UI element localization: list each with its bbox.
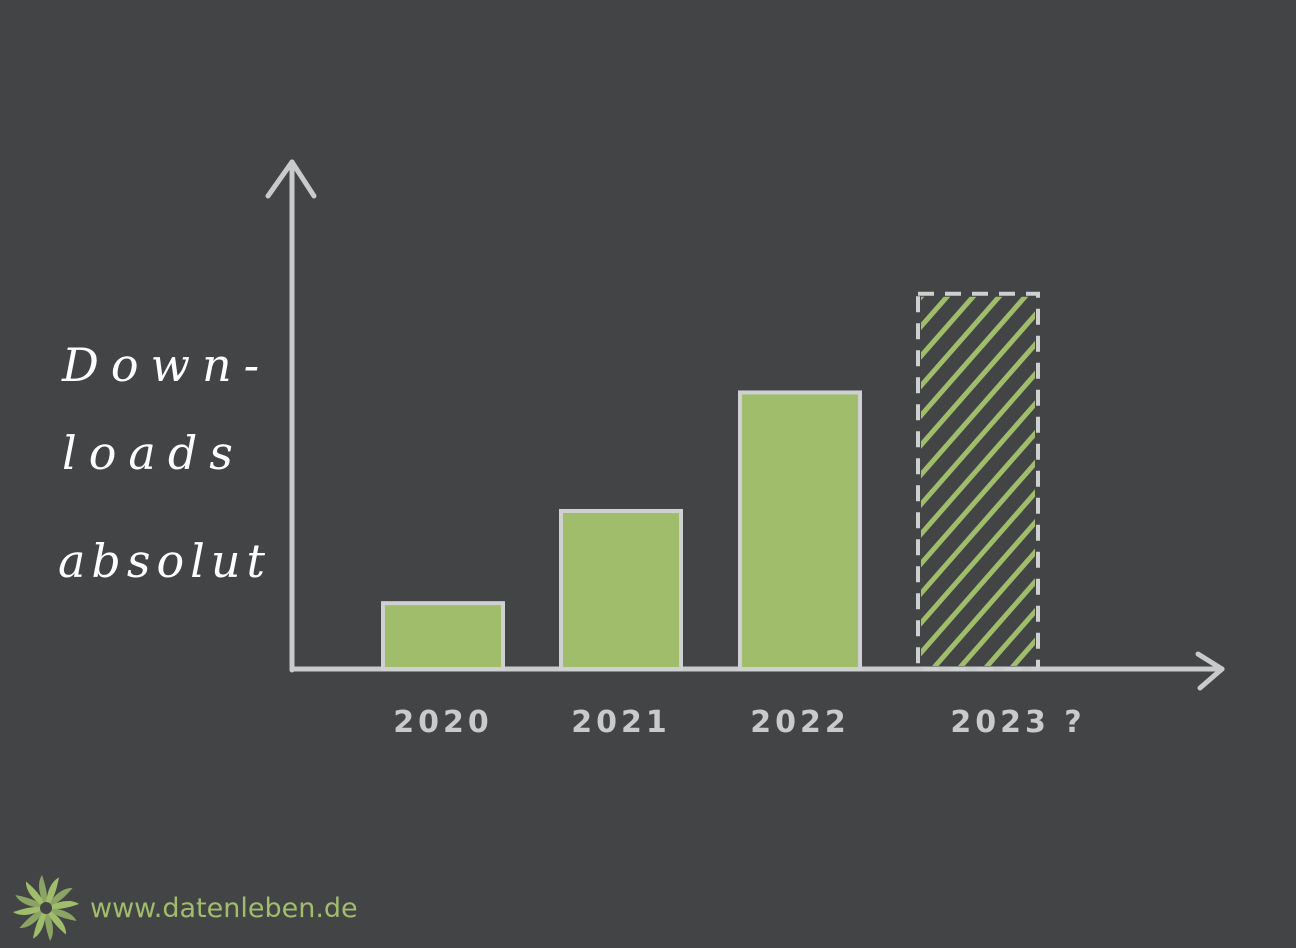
x-tick-label-2020: 2020	[393, 705, 493, 740]
y-axis-arrowhead	[265, 159, 317, 199]
bar-2022	[738, 390, 862, 671]
y-axis-label-line-3: absolut	[58, 534, 271, 588]
x-tick-label-2023: 2023 ?	[950, 705, 1085, 740]
bar-2023-projected	[916, 291, 1040, 671]
green-swirl-logo-icon	[13, 875, 79, 941]
x-tick-label-2021: 2021	[571, 705, 671, 740]
footer-website-link[interactable]: www.datenleben.de	[90, 892, 358, 924]
footer: www.datenleben.de	[10, 872, 358, 944]
bar-2020	[381, 601, 505, 671]
bars-group	[381, 291, 1040, 671]
bar-2021	[559, 508, 683, 671]
x-tick-label-2022: 2022	[750, 705, 850, 740]
tick-labels-group: 2020 2021 2022 2023 ?	[393, 705, 1085, 740]
y-axis-label-line-2: loads	[62, 426, 245, 480]
y-axis	[265, 159, 317, 673]
y-axis-label-line-1: Down-	[62, 338, 272, 392]
x-axis-arrowhead	[1195, 651, 1225, 691]
